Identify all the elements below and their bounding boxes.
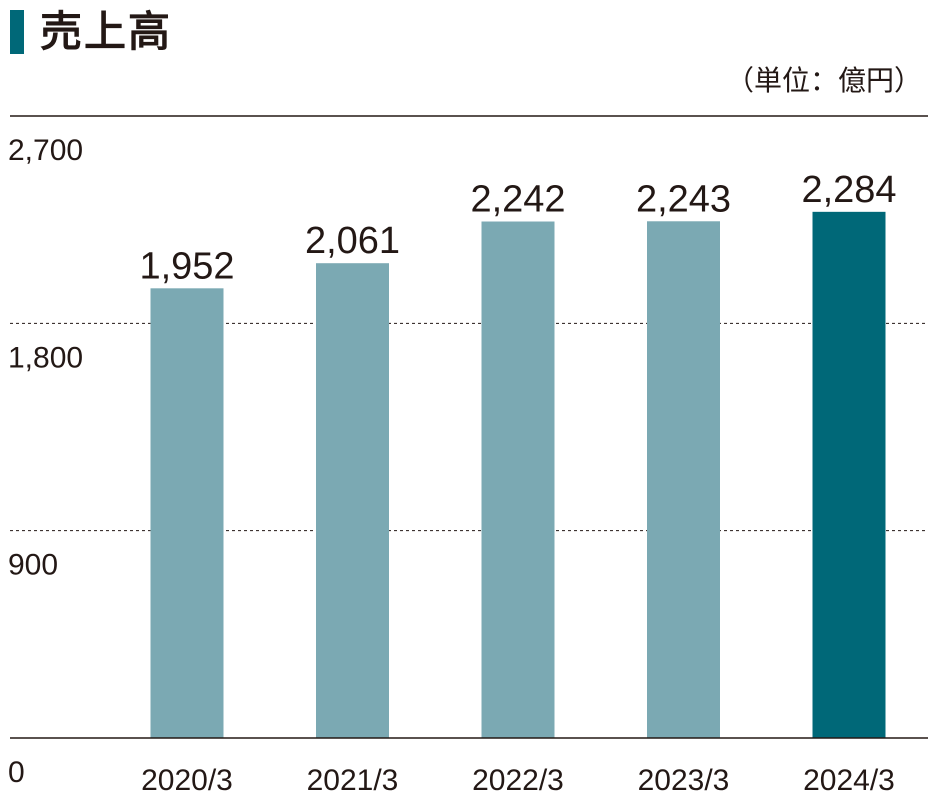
y-tick-label-3: 2,700 — [8, 134, 83, 167]
y-tick-label-0: 0 — [8, 756, 25, 789]
bar-2023/3 — [647, 221, 720, 738]
value-label-1: 2,061 — [305, 220, 400, 262]
bar-2021/3 — [316, 263, 389, 738]
value-label-3: 2,243 — [636, 178, 731, 220]
y-tick-labels: 0 900 1,800 2,700 — [8, 134, 83, 789]
x-tick-labels: 2020/3 2021/3 2022/3 2023/3 2024/3 — [141, 764, 895, 797]
x-tick-label-1: 2021/3 — [307, 764, 399, 797]
bar-2020/3 — [150, 288, 224, 738]
bars — [150, 211, 886, 738]
bar-2024/3 — [812, 211, 886, 738]
value-label-4: 2,284 — [801, 169, 896, 211]
x-tick-label-4: 2024/3 — [803, 764, 895, 797]
title-marker — [10, 10, 24, 54]
y-tick-label-2: 1,800 — [8, 341, 83, 374]
grid-lines — [10, 322, 928, 532]
x-tick-label-2: 2022/3 — [472, 764, 564, 797]
x-tick-label-3: 2023/3 — [638, 764, 730, 797]
value-label-0: 1,952 — [139, 245, 234, 287]
y-tick-label-1: 900 — [8, 549, 58, 582]
value-label-2: 2,242 — [470, 179, 565, 221]
page-title: 売上高 — [40, 7, 173, 56]
bar-2022/3 — [481, 221, 555, 738]
unit-label: （単位：億円） — [725, 64, 922, 97]
x-tick-label-0: 2020/3 — [141, 764, 233, 797]
value-labels: 1,952 2,061 2,242 2,243 2,284 — [139, 169, 896, 287]
